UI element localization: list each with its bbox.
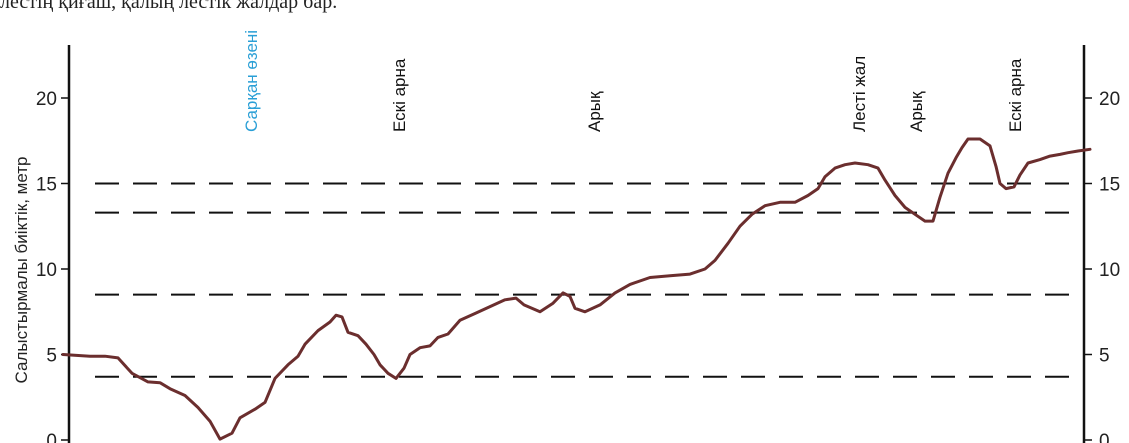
annotation-label: Сарқан өзені xyxy=(242,30,261,132)
right-tick-label: 15 xyxy=(1099,175,1120,196)
left-tick-label: 5 xyxy=(46,346,57,367)
annotation-label: Лесті жал xyxy=(850,56,869,132)
right-tick-label: 10 xyxy=(1099,260,1120,281)
left-tick-label: 10 xyxy=(36,260,57,281)
right-tick-label: 5 xyxy=(1099,346,1110,367)
annotation-label: Ескі арна xyxy=(390,58,409,132)
axes xyxy=(67,45,1086,443)
left-ticks: 0 5 10 15 20 xyxy=(36,89,69,443)
left-tick-label: 0 xyxy=(46,431,57,443)
annotation-label: Ескі арна xyxy=(1006,58,1025,132)
right-tick-label: 20 xyxy=(1099,89,1120,110)
left-tick-label: 15 xyxy=(36,175,57,196)
left-tick-label: 20 xyxy=(36,89,57,110)
elevation-profile-line xyxy=(61,137,1092,441)
annotations: Сарқан өзені Ескі арна Арық Лесті жал Арық Ес… xyxy=(242,30,1025,132)
right-ticks: 0 5 10 15 20 xyxy=(1084,89,1120,443)
dashed-levels xyxy=(95,182,1076,378)
y-axis-label: Салыстырмалы биіктік, метр xyxy=(12,157,31,384)
annotation-label: Арық xyxy=(585,91,604,132)
header-fragment: лестің қиғаш, қалың лестік жалдар бар. xyxy=(0,0,338,13)
right-tick-label: 0 xyxy=(1099,431,1110,443)
annotation-label: Арық xyxy=(907,91,926,132)
